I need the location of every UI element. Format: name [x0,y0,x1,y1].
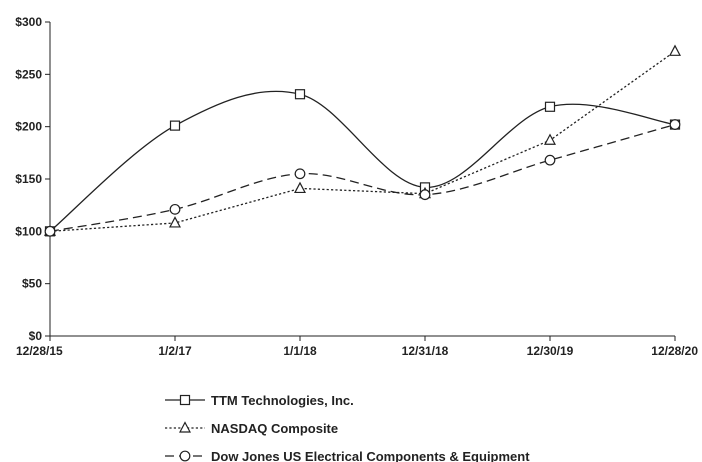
legend-triangle-marker [179,421,191,433]
legend-label: NASDAQ Composite [211,421,338,436]
square-marker-1 [294,89,306,100]
triangle-marker-2 [294,181,306,194]
triangle-marker-2 [544,133,556,145]
square-marker-1 [169,120,181,131]
square-marker-1 [544,101,556,112]
legend-item: NASDAQ Composite [165,421,338,436]
circle-marker-3 [544,154,556,166]
legend-item: TTM Technologies, Inc. [165,393,354,408]
x-tick-label: 1/1/18 [283,344,317,358]
series-line-1 [49,90,676,232]
circle-marker-3 [669,119,681,130]
circle-marker-3 [294,168,306,180]
x-tick-label: 12/30/19 [527,344,574,358]
x-tick-label: 12/28/20 [651,344,698,358]
legend: TTM Technologies, Inc. NASDAQ Composite Do… [165,393,530,462]
y-ticks: $0 $50 $100 $150 $200 $250 $300 [15,15,50,343]
circle-marker-3 [44,225,56,237]
legend-label: Dow Jones US Electrical Components & Equ… [211,449,530,462]
triangle-marker-2 [169,216,181,228]
series-markers [44,44,681,237]
series-line-3 [49,123,676,232]
legend-item: Dow Jones US Electrical Components & Equ… [165,449,530,462]
x-tick-label: 12/31/18 [402,344,449,358]
y-tick-label: $100 [15,224,42,238]
legend-circle-marker [179,450,191,462]
plot-area: $0 $50 $100 $150 $200 $250 $300 12/28/15 1/2/17… [15,15,698,358]
x-tick-label: 1/2/17 [158,344,192,358]
circle-marker-3 [169,203,181,215]
y-tick-label: $50 [22,277,42,291]
y-tick-label: $300 [15,15,42,29]
y-tick-label: $0 [29,329,43,343]
legend-label: TTM Technologies, Inc. [211,393,354,408]
series-line-2 [49,50,676,232]
triangle-marker-2 [669,44,681,56]
y-tick-label: $250 [15,67,42,81]
y-tick-label: $200 [15,120,42,134]
y-tick-label: $150 [15,172,42,186]
legend-square-marker [179,394,191,406]
x-ticks: 12/28/15 1/2/17 1/1/18 12/31/18 12/30/19 12/2… [16,336,698,358]
x-tick-label: 12/28/15 [16,344,63,358]
circle-marker-3 [419,189,431,201]
series-lines [49,50,676,232]
